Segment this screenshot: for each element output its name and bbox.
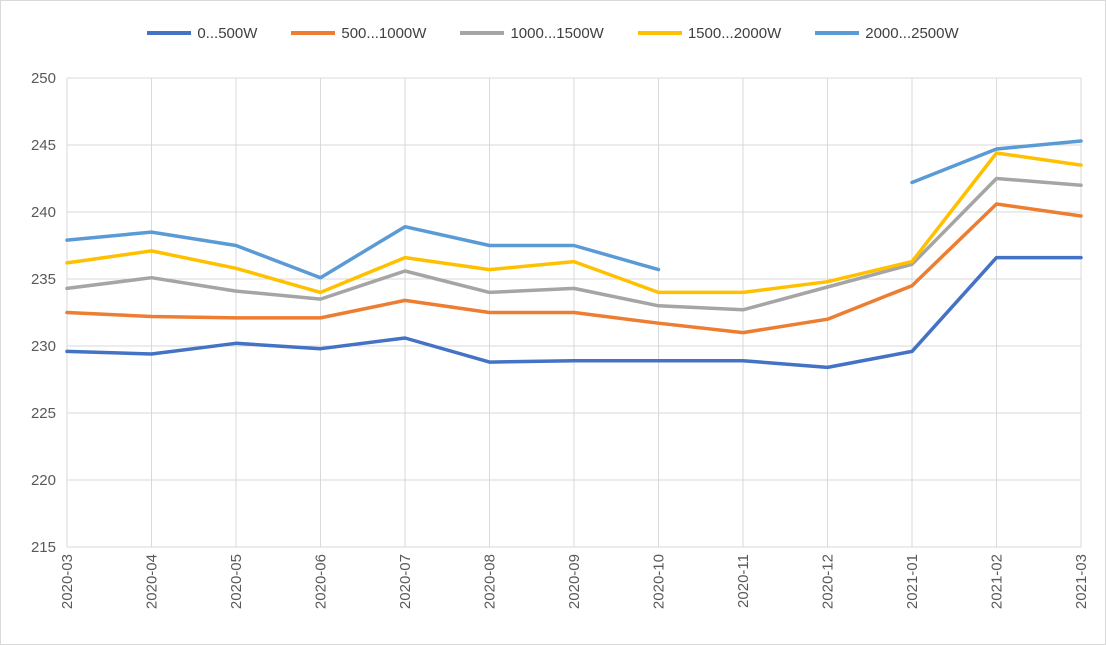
legend-entry-2: 1000...1500W	[460, 24, 604, 42]
legend-swatch	[460, 31, 505, 35]
series-line-0	[65, 255, 1083, 370]
legend-entry-1: 500...1000W	[291, 25, 426, 42]
y-tick-label: 215	[31, 539, 56, 556]
legend-swatch	[147, 31, 192, 35]
series-line-2	[65, 176, 1083, 312]
x-tick-label: 2021-02	[989, 554, 1006, 609]
y-tick-label: 225	[31, 405, 56, 422]
x-tick-label: 2021-03	[1073, 554, 1090, 609]
x-tick-label: 2020-03	[59, 554, 76, 609]
legend-swatch	[815, 31, 860, 35]
x-tick-label: 2020-10	[651, 554, 668, 609]
legend-label: 1500...2000W	[687, 24, 782, 42]
series-line-3	[65, 151, 1083, 295]
x-tick-label: 2020-08	[482, 554, 499, 609]
y-tick-label: 245	[31, 137, 56, 154]
x-tick-label: 2020-11	[735, 554, 752, 608]
x-tick-label: 2020-09	[566, 554, 583, 609]
legend-entry-4: 2000...2500W	[815, 24, 959, 42]
legend-swatch	[291, 31, 336, 35]
legend-label: 500...1000W	[341, 24, 427, 42]
x-tick-label: 2021-01	[904, 554, 921, 609]
legend-entry-3: 1500...2000W	[637, 24, 782, 42]
x-tick-label: 2020-05	[228, 554, 245, 609]
legend-swatch	[637, 31, 682, 35]
x-tick-label: 2020-06	[313, 554, 330, 609]
series-line-4	[910, 139, 1083, 185]
legend-entry-0: 0...500W	[147, 25, 257, 42]
y-tick-label: 230	[31, 338, 56, 355]
x-tick-label: 2020-04	[144, 554, 161, 609]
series-line-4	[65, 224, 661, 280]
chart-legend: 0...500W 500...1000W 1000...1500W 1500...20…	[0, 18, 1106, 48]
y-tick-label: 240	[31, 204, 56, 221]
y-tick-label: 250	[31, 70, 56, 87]
x-tick-label: 2020-12	[820, 554, 837, 609]
y-tick-label: 235	[31, 271, 56, 288]
x-tick-label: 2020-07	[397, 554, 414, 609]
legend-label: 0...500W	[197, 24, 258, 42]
y-tick-label: 220	[31, 472, 56, 489]
legend-label: 2000...2500W	[865, 24, 959, 42]
series-line-1	[65, 202, 1083, 335]
legend-label: 1000...1500W	[510, 24, 604, 42]
